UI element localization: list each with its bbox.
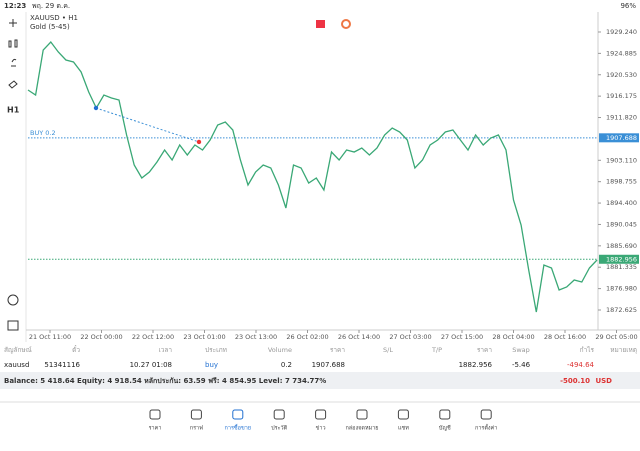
y-tick-label: 1929.240	[606, 28, 637, 36]
table-cell: 1882.956	[459, 361, 493, 369]
table-header: Volume	[268, 346, 292, 354]
indicator-icon	[8, 39, 18, 48]
tab-icon[interactable]	[480, 409, 492, 420]
status-date: พฤ. 29 ต.ค.	[32, 2, 70, 10]
y-tick-label: 1916.175	[606, 92, 637, 100]
y-tick-label: 1898.755	[606, 178, 637, 186]
balance-bg	[0, 372, 640, 389]
status-battery: 96%	[620, 2, 636, 10]
tab-icon[interactable]	[439, 409, 451, 420]
y-tick-label: 1924.885	[606, 49, 637, 57]
x-tick-label: 23 Oct 13:00	[235, 333, 277, 341]
y-tick-label: 1903.110	[606, 156, 637, 164]
objects-icon	[8, 80, 18, 89]
table-header: T/P	[431, 346, 442, 354]
y-tick-label: 1890.045	[606, 220, 637, 228]
table-header: S/L	[383, 346, 393, 354]
table-header: ราคา	[477, 346, 492, 354]
currency: USD	[595, 377, 612, 385]
tab-label[interactable]: กล่องจดหมาย	[345, 426, 378, 432]
x-tick-label: 23 Oct 01:00	[183, 333, 225, 341]
y-tick-label: 1885.690	[606, 242, 637, 250]
buy-line-box	[599, 133, 639, 143]
table-header: ตั๋ว	[72, 345, 80, 354]
add-icon	[7, 320, 19, 331]
tab-label[interactable]: ข่าว	[316, 426, 326, 432]
table-header: กำไร	[580, 346, 595, 354]
y-tick-label: 1911.820	[606, 114, 637, 122]
tab-label[interactable]: การซื้อขาย	[225, 424, 251, 432]
table-cell: 10.27 01:08	[130, 361, 172, 369]
y-tick-label: 1894.400	[606, 199, 637, 207]
tab-icon[interactable]	[397, 409, 409, 420]
table-header: Swap	[512, 346, 530, 354]
table-header: หมายเหตุ	[610, 346, 637, 354]
function-icon	[11, 58, 17, 67]
y-tick-label: 1872.625	[606, 306, 637, 314]
y-tick-label: 1876.980	[606, 285, 637, 293]
x-tick-label: 21 Oct 11:00	[29, 333, 71, 341]
tab-icon[interactable]	[190, 409, 202, 420]
table-cell: buy	[205, 361, 218, 369]
trade-close	[196, 139, 202, 145]
tab-icon[interactable]	[232, 409, 244, 420]
tab-label[interactable]: กราฟ	[190, 425, 203, 432]
y-tick-label: 1920.530	[606, 71, 637, 79]
table-cell: 0.2	[281, 361, 292, 369]
tab-icon[interactable]	[273, 409, 285, 420]
tab-label[interactable]: การตั้งค่า	[475, 424, 497, 432]
x-tick-label: 22 Oct 00:00	[80, 333, 122, 341]
crosshair-icon	[9, 19, 17, 27]
timeframe-button[interactable]: H1	[7, 106, 20, 115]
chart-subtitle: Gold (5-45)	[30, 23, 70, 31]
total-profit: -500.10	[560, 377, 590, 385]
y-tick-label: 1881.335	[606, 263, 637, 271]
one-click-icon	[341, 19, 351, 29]
x-tick-label: 27 Oct 03:00	[389, 333, 431, 341]
tab-icon[interactable]	[315, 409, 327, 420]
price-line-box	[599, 254, 639, 264]
table-header: ราคา	[330, 346, 345, 354]
trade-open	[93, 105, 99, 111]
x-tick-label: 26 Oct 02:00	[286, 333, 328, 341]
x-tick-label: 28 Oct 16:00	[544, 333, 586, 341]
x-tick-label: 22 Oct 12:00	[132, 333, 174, 341]
table-cell: -5.46	[512, 361, 531, 369]
buy-sell-icon	[316, 20, 325, 28]
chart-title: XAUUSD • H1	[30, 14, 78, 22]
table-header: ประเภท	[205, 346, 227, 354]
table-cell: 51341116	[44, 361, 80, 369]
buy-line-value: 1907.688	[606, 134, 637, 142]
table-header: เวลา	[158, 346, 172, 354]
table-cell: 1907.688	[312, 361, 345, 369]
quick-icon	[7, 294, 19, 306]
buy-line-label: BUY 0.2	[30, 129, 56, 137]
table-cell: xauusd	[4, 361, 29, 369]
x-tick-label: 29 Oct 05:00	[595, 333, 637, 341]
tab-icon[interactable]	[356, 409, 368, 420]
balance-text: Balance: 5 418.64 Equity: 4 918.54 หลักป…	[4, 377, 326, 385]
toolbar-icons	[7, 19, 19, 331]
x-tick-label: 27 Oct 15:00	[441, 333, 483, 341]
tab-label[interactable]: ประวัติ	[271, 425, 287, 432]
status-time: 12:23	[4, 2, 26, 10]
tab-label[interactable]: ราคา	[149, 426, 162, 432]
price-line-value: 1882.956	[606, 255, 637, 263]
table-header: สัญลักษณ์	[4, 346, 32, 354]
table-cell: -494.64	[567, 361, 595, 369]
tab-icon[interactable]	[149, 409, 161, 420]
x-tick-label: 28 Oct 04:00	[492, 333, 534, 341]
tab-label[interactable]: บัญชี	[439, 425, 451, 432]
x-tick-label: 26 Oct 14:00	[338, 333, 380, 341]
tab-label[interactable]: แชท	[398, 425, 409, 432]
price-line-series	[27, 40, 598, 313]
